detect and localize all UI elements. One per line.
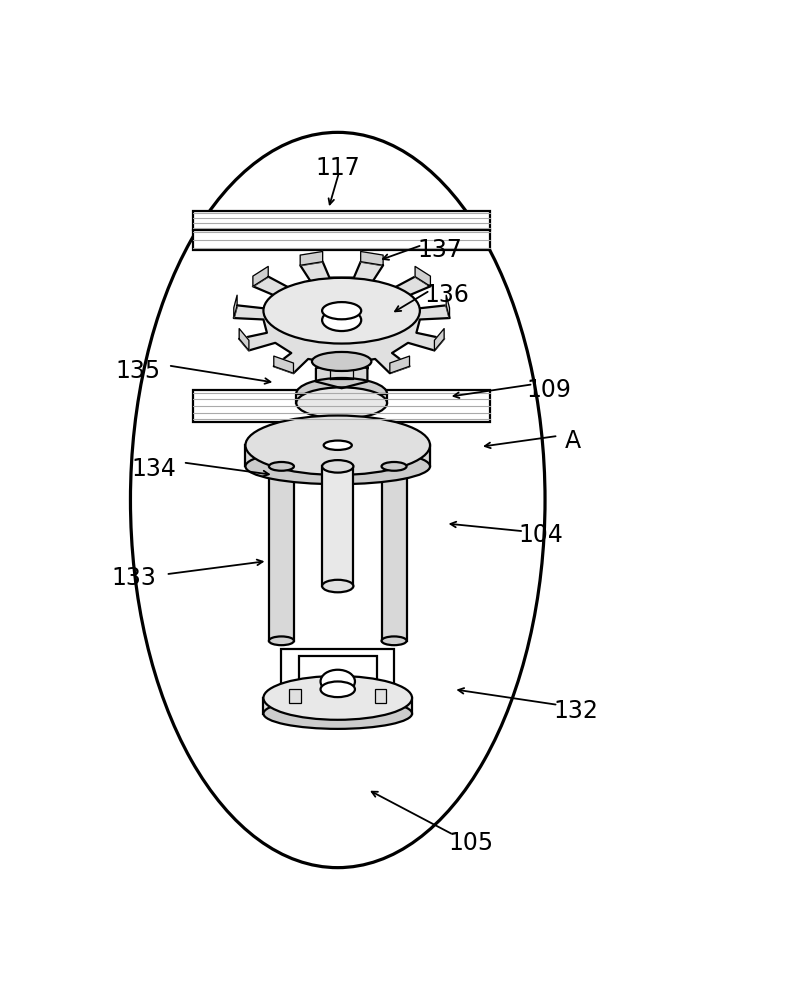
Bar: [193, 390, 491, 422]
Ellipse shape: [322, 309, 361, 331]
Ellipse shape: [320, 681, 355, 697]
Polygon shape: [300, 251, 323, 265]
Ellipse shape: [264, 278, 420, 344]
Polygon shape: [415, 266, 430, 286]
Polygon shape: [274, 356, 294, 373]
Ellipse shape: [264, 676, 412, 720]
Text: 117: 117: [316, 156, 360, 180]
Ellipse shape: [269, 462, 294, 471]
Polygon shape: [330, 369, 353, 379]
Ellipse shape: [296, 378, 387, 409]
Polygon shape: [434, 329, 444, 350]
Polygon shape: [446, 295, 450, 318]
Text: 135: 135: [115, 359, 161, 383]
Ellipse shape: [312, 352, 371, 371]
Text: 137: 137: [417, 238, 462, 262]
Ellipse shape: [246, 449, 430, 484]
Text: 105: 105: [448, 831, 493, 855]
Text: 133: 133: [112, 566, 157, 590]
Bar: [296, 394, 387, 403]
Bar: [382, 466, 407, 641]
Ellipse shape: [296, 387, 387, 419]
Text: 109: 109: [527, 378, 571, 402]
Ellipse shape: [246, 416, 430, 475]
Bar: [374, 689, 386, 703]
Polygon shape: [316, 361, 367, 388]
Bar: [246, 445, 430, 466]
Polygon shape: [360, 251, 383, 265]
Bar: [290, 689, 301, 703]
Text: A: A: [564, 429, 580, 453]
Bar: [298, 656, 377, 697]
Bar: [322, 466, 353, 586]
Ellipse shape: [382, 462, 407, 471]
Polygon shape: [234, 295, 237, 318]
Text: 132: 132: [554, 699, 599, 723]
Ellipse shape: [320, 670, 355, 693]
Bar: [269, 466, 294, 641]
Bar: [264, 698, 412, 714]
Ellipse shape: [323, 441, 352, 450]
Polygon shape: [390, 356, 410, 373]
Polygon shape: [234, 262, 450, 379]
Bar: [281, 649, 394, 707]
Bar: [193, 230, 491, 250]
Text: 134: 134: [131, 457, 177, 481]
Polygon shape: [239, 329, 249, 350]
Ellipse shape: [322, 580, 353, 592]
Ellipse shape: [264, 698, 412, 729]
Ellipse shape: [322, 460, 353, 473]
Text: 136: 136: [425, 283, 469, 307]
Ellipse shape: [269, 636, 294, 645]
Ellipse shape: [322, 302, 361, 319]
Polygon shape: [253, 266, 268, 286]
Text: 104: 104: [519, 523, 564, 547]
Bar: [328, 403, 347, 445]
Ellipse shape: [382, 636, 407, 645]
Bar: [193, 211, 491, 230]
